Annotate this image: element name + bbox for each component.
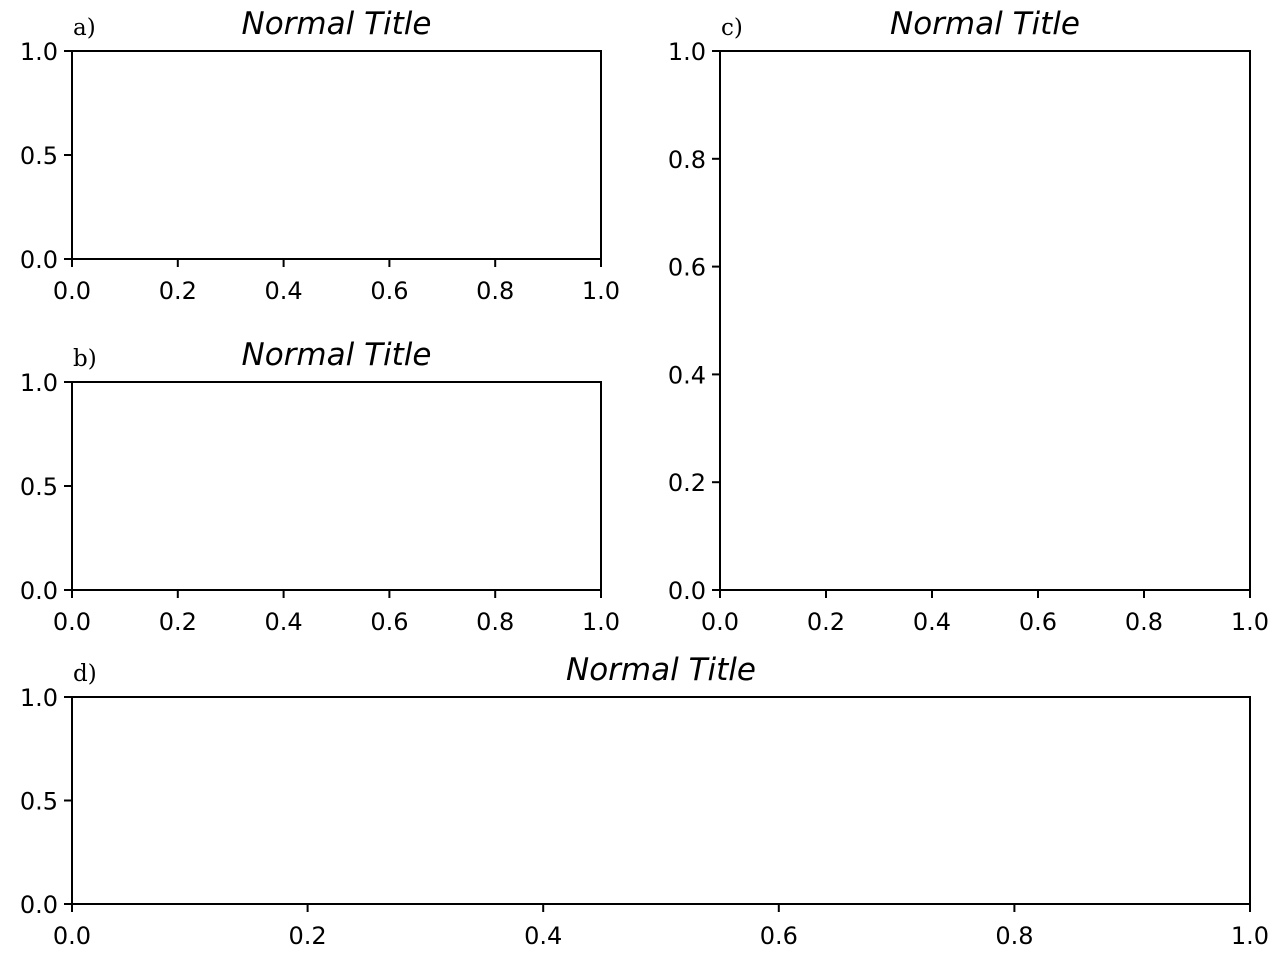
panel-label: c) bbox=[721, 15, 743, 41]
x-tick-label: 0.4 bbox=[265, 608, 303, 636]
subplot-title: Normal Title bbox=[242, 337, 432, 373]
x-tick-label: 0.8 bbox=[995, 922, 1033, 950]
axes-frame bbox=[71, 696, 1251, 905]
y-tick-label: 0.0 bbox=[668, 577, 706, 605]
subplot-a: Normal Title a) 0.0 0.2 0.4 0.6 0.8 1.0 0.0 0.5 1.… bbox=[20, 6, 620, 305]
x-tick-label: 0.4 bbox=[913, 608, 951, 636]
panel-label: d) bbox=[73, 661, 97, 687]
axes-frame bbox=[71, 381, 602, 591]
y-tick-label: 0.0 bbox=[20, 577, 58, 605]
x-tick-label: 0.4 bbox=[265, 277, 303, 305]
y-tick-label: 1.0 bbox=[20, 38, 58, 66]
y-tick-label: 0.8 bbox=[668, 146, 706, 174]
y-tick-label: 0.5 bbox=[20, 473, 58, 501]
panel-label: a) bbox=[73, 15, 96, 41]
y-tick-label: 0.5 bbox=[20, 788, 58, 816]
x-tick-label: 0.4 bbox=[524, 922, 562, 950]
x-tick-label: 0.6 bbox=[370, 608, 408, 636]
x-tick-label: 0.8 bbox=[476, 608, 514, 636]
axes-frame bbox=[719, 50, 1251, 591]
x-tick-label: 1.0 bbox=[582, 277, 620, 305]
subplot-title: Normal Title bbox=[566, 652, 756, 688]
y-tick-label: 0.5 bbox=[20, 142, 58, 170]
x-tick-label: 0.0 bbox=[53, 922, 91, 950]
x-tick-label: 0.2 bbox=[159, 608, 197, 636]
y-tick-label: 0.2 bbox=[668, 469, 706, 497]
x-tick-label: 1.0 bbox=[1231, 608, 1269, 636]
x-tick-label: 0.0 bbox=[53, 277, 91, 305]
subplot-c: Normal Title c) 0.0 0.2 0.4 0.6 0.8 1.0 0.0 0.2 0.… bbox=[668, 6, 1269, 636]
subplot-title: Normal Title bbox=[242, 6, 432, 42]
x-tick-label: 0.0 bbox=[53, 608, 91, 636]
x-tick-label: 0.8 bbox=[476, 277, 514, 305]
x-tick-label: 1.0 bbox=[1231, 922, 1269, 950]
x-tick-label: 0.2 bbox=[159, 277, 197, 305]
x-tick-label: 1.0 bbox=[582, 608, 620, 636]
x-tick-label: 0.6 bbox=[760, 922, 798, 950]
y-tick-label: 1.0 bbox=[20, 684, 58, 712]
y-tick-label: 0.6 bbox=[668, 254, 706, 282]
y-tick-label: 0.4 bbox=[668, 361, 706, 389]
y-tick-label: 0.0 bbox=[20, 246, 58, 274]
x-tick-label: 0.0 bbox=[701, 608, 739, 636]
subplot-b: Normal Title b) 0.0 0.2 0.4 0.6 0.8 1.0 0.0 0.5 1.… bbox=[20, 337, 620, 636]
y-tick-label: 1.0 bbox=[20, 369, 58, 397]
x-tick-label: 0.6 bbox=[1019, 608, 1057, 636]
x-tick-label: 0.2 bbox=[807, 608, 845, 636]
panel-label: b) bbox=[73, 346, 97, 372]
x-tick-label: 0.8 bbox=[1125, 608, 1163, 636]
subplot-d: Normal Title d) 0.0 0.2 0.4 0.6 0.8 1.0 0.0 0.5 1.… bbox=[20, 652, 1269, 950]
subplot-title: Normal Title bbox=[890, 6, 1080, 42]
x-tick-label: 0.6 bbox=[370, 277, 408, 305]
x-tick-label: 0.2 bbox=[289, 922, 327, 950]
y-tick-label: 1.0 bbox=[668, 38, 706, 66]
axes-frame bbox=[71, 50, 602, 260]
y-tick-label: 0.0 bbox=[20, 891, 58, 919]
